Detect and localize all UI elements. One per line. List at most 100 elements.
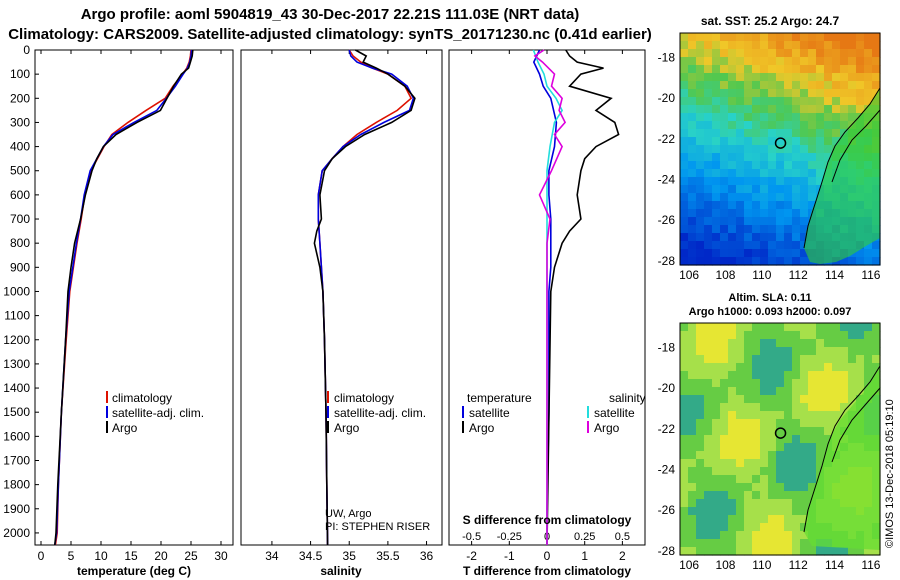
heatmap-cell [824,411,833,420]
heatmap-cell [768,539,777,548]
heatmap-cell [744,41,753,50]
heatmap-cell [744,411,753,420]
heatmap-cell [744,459,753,468]
heatmap-cell [712,331,721,340]
heatmap-cell [752,153,761,162]
heatmap-cell [800,347,809,356]
heatmap-cell [768,355,777,364]
salinity-x-ticks: 34 34.5 35 35.5 36 [265,50,434,563]
heatmap-cell [784,57,793,66]
heatmap-cell [736,153,745,162]
heatmap-cell [848,89,857,98]
heatmap-cell [792,249,801,258]
heatmap-cell [856,57,865,66]
heatmap-cell [856,379,865,388]
heatmap-cell [792,185,801,194]
heatmap-cell [848,97,857,106]
heatmap-cell [752,97,761,106]
heatmap-cell [832,547,841,556]
heatmap-cell [728,105,737,114]
heatmap-cell [688,177,697,186]
heatmap-cell [832,403,841,412]
heatmap-cell [704,161,713,170]
heatmap-cell [752,105,761,114]
heatmap-cell [792,435,801,444]
heatmap-cell [696,331,705,340]
heatmap-cell [736,411,745,420]
heatmap-cell [768,531,777,540]
heatmap-cell [696,49,705,58]
heatmap-cell [800,339,809,348]
heatmap-cell [752,41,761,50]
heatmap-cell [712,105,721,114]
heatmap-cell [824,153,833,162]
heatmap-cell [736,209,745,218]
heatmap-cell [760,161,769,170]
series-line-climatology [317,49,413,546]
heatmap-cell [712,339,721,348]
heatmap-cell [720,137,729,146]
heatmap-cell [712,81,721,90]
heatmap-cell [768,323,777,332]
heatmap-cell [704,451,713,460]
heatmap-cell [816,331,825,340]
heatmap-cell [752,65,761,74]
heatmap-cell [792,89,801,98]
heatmap-cell [792,177,801,186]
heatmap-cell [848,41,857,50]
heatmap-cell [792,73,801,82]
heatmap-cell [704,419,713,428]
heatmap-cell [744,193,753,202]
heatmap-cell [696,355,705,364]
heatmap-cell [688,451,697,460]
heatmap-cell [688,499,697,508]
heatmap-cell [728,209,737,218]
heatmap-cell [688,491,697,500]
heatmap-cell [728,419,737,428]
heatmap-cell [776,371,785,380]
heatmap-cell [776,153,785,162]
heatmap-cell [736,113,745,122]
heatmap-cell [776,515,785,524]
heatmap-cell [760,523,769,532]
heatmap-cell [864,41,873,50]
x-tick-label: 0 [38,549,45,563]
heatmap-cell [744,491,753,500]
heatmap-cell [760,145,769,154]
heatmap-cell [768,379,777,388]
heatmap-cell [792,65,801,74]
heatmap-cell [736,241,745,250]
heatmap-cell [808,467,817,476]
s-tick-label: -0.25 [497,531,522,543]
heatmap-cell [760,33,769,42]
heatmap-cell [712,515,721,524]
legend-s-argo-label: Argo [594,421,620,435]
heatmap-cell [736,379,745,388]
heatmap-cell [728,491,737,500]
heatmap-cell [824,89,833,98]
heatmap-cell [720,451,729,460]
heatmap-cell [864,81,873,90]
heatmap-cell [760,379,769,388]
heatmap-cell [800,467,809,476]
heatmap-cell [816,153,825,162]
heatmap-cell [736,363,745,372]
heatmap-cell [688,371,697,380]
heatmap-cell [736,395,745,404]
heatmap-cell [688,347,697,356]
heatmap-cell [696,121,705,130]
heatmap-cell [688,363,697,372]
depth-tick-label: 2000 [3,526,30,540]
heatmap-cell [680,225,689,234]
heatmap-cell [712,435,721,444]
heatmap-cell [824,137,833,146]
heatmap-cell [696,33,705,42]
heatmap-cell [712,467,721,476]
heatmap-cell [720,539,729,548]
heatmap-cell [792,371,801,380]
heatmap-cell [704,395,713,404]
heatmap-cell [680,145,689,154]
heatmap-cell [824,427,833,436]
heatmap-cell [720,241,729,250]
heatmap-cell [808,379,817,388]
